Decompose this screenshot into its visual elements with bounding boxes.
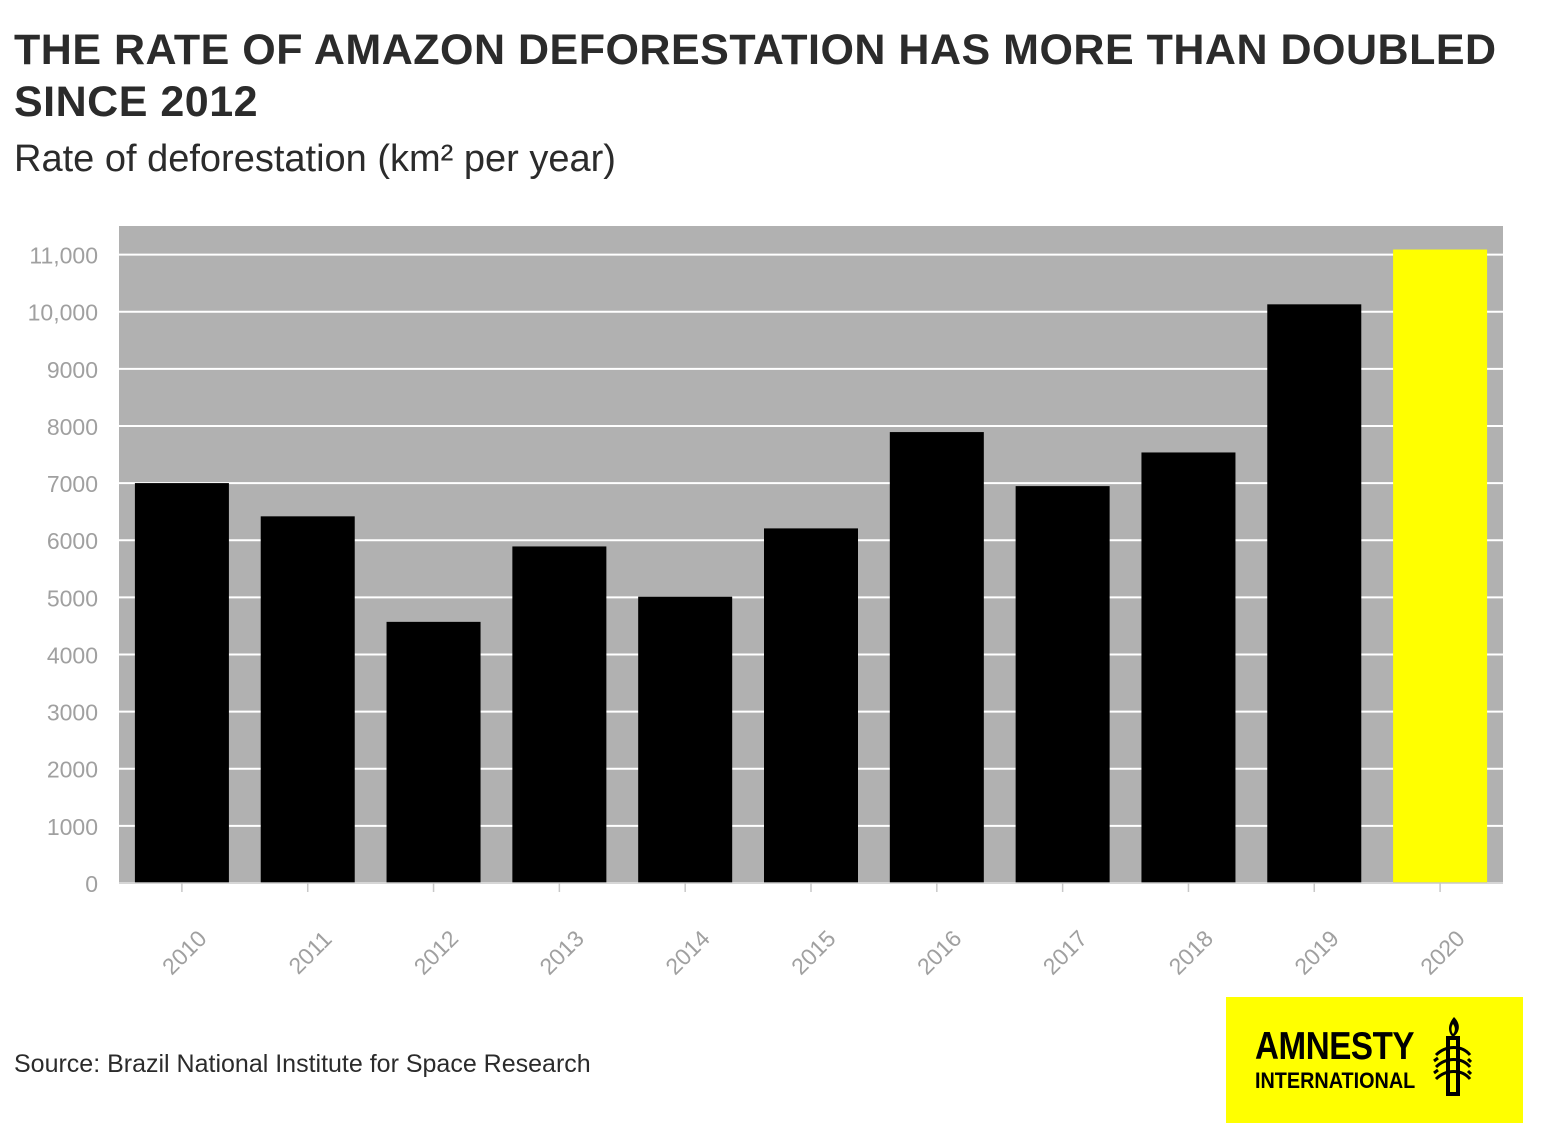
x-tick-label: 2015: [786, 925, 841, 980]
source-note: Source: Brazil National Institute for Sp…: [14, 1050, 591, 1078]
y-tick-label: 10,000: [28, 300, 98, 326]
y-tick-label: 4000: [47, 642, 98, 668]
bar: [638, 596, 733, 883]
x-tick-label: 2016: [912, 925, 967, 980]
x-tick-label: 2010: [157, 925, 212, 980]
logo-text-amnesty: AMNESTY: [1255, 1025, 1415, 1068]
x-tick-label: 2011: [283, 926, 336, 979]
y-tick-label: 5000: [47, 585, 98, 611]
bar: [260, 516, 355, 883]
y-tick-label: 11,000: [29, 243, 98, 269]
y-tick-label: 8000: [47, 414, 98, 440]
x-tick-label: 2012: [409, 925, 464, 980]
y-tick-label: 2000: [47, 757, 98, 783]
y-tick-label: 0: [85, 871, 98, 897]
y-tick-label: 3000: [47, 700, 98, 726]
chart-title: THE RATE OF AMAZON DEFORESTATION HAS MOR…: [14, 26, 1497, 126]
bar-chart: 0 1000 2000 3000 4000 5000 6000 7000 8000 9000 10,…: [28, 226, 1503, 980]
x-tick-label: 2018: [1164, 925, 1219, 980]
amnesty-logo: AMNESTY INTERNATIONAL: [1226, 997, 1523, 1123]
bar: [889, 432, 984, 883]
y-tick-label: 6000: [47, 528, 98, 554]
y-tick-label: 9000: [47, 357, 98, 383]
candle-barbed-wire-icon: [1433, 1017, 1472, 1096]
bar: [1393, 249, 1488, 884]
y-tick-label: 7000: [47, 471, 98, 497]
x-tick-label: 2020: [1415, 925, 1470, 980]
bar: [512, 546, 607, 883]
bar: [764, 528, 858, 883]
bar: [1267, 304, 1362, 884]
bar: [386, 621, 481, 883]
x-tick-label: 2013: [534, 925, 589, 980]
bar: [1015, 486, 1110, 883]
logo-text-international: INTERNATIONAL: [1255, 1068, 1416, 1093]
x-tick-label: 2017: [1038, 925, 1093, 980]
bar: [134, 483, 229, 883]
x-tick-label: 2014: [660, 925, 715, 980]
chart-subtitle: Rate of deforestation (km² per year): [14, 138, 616, 180]
x-tick-label: 2019: [1289, 925, 1344, 980]
bar: [1141, 452, 1236, 883]
y-tick-label: 1000: [47, 814, 98, 840]
